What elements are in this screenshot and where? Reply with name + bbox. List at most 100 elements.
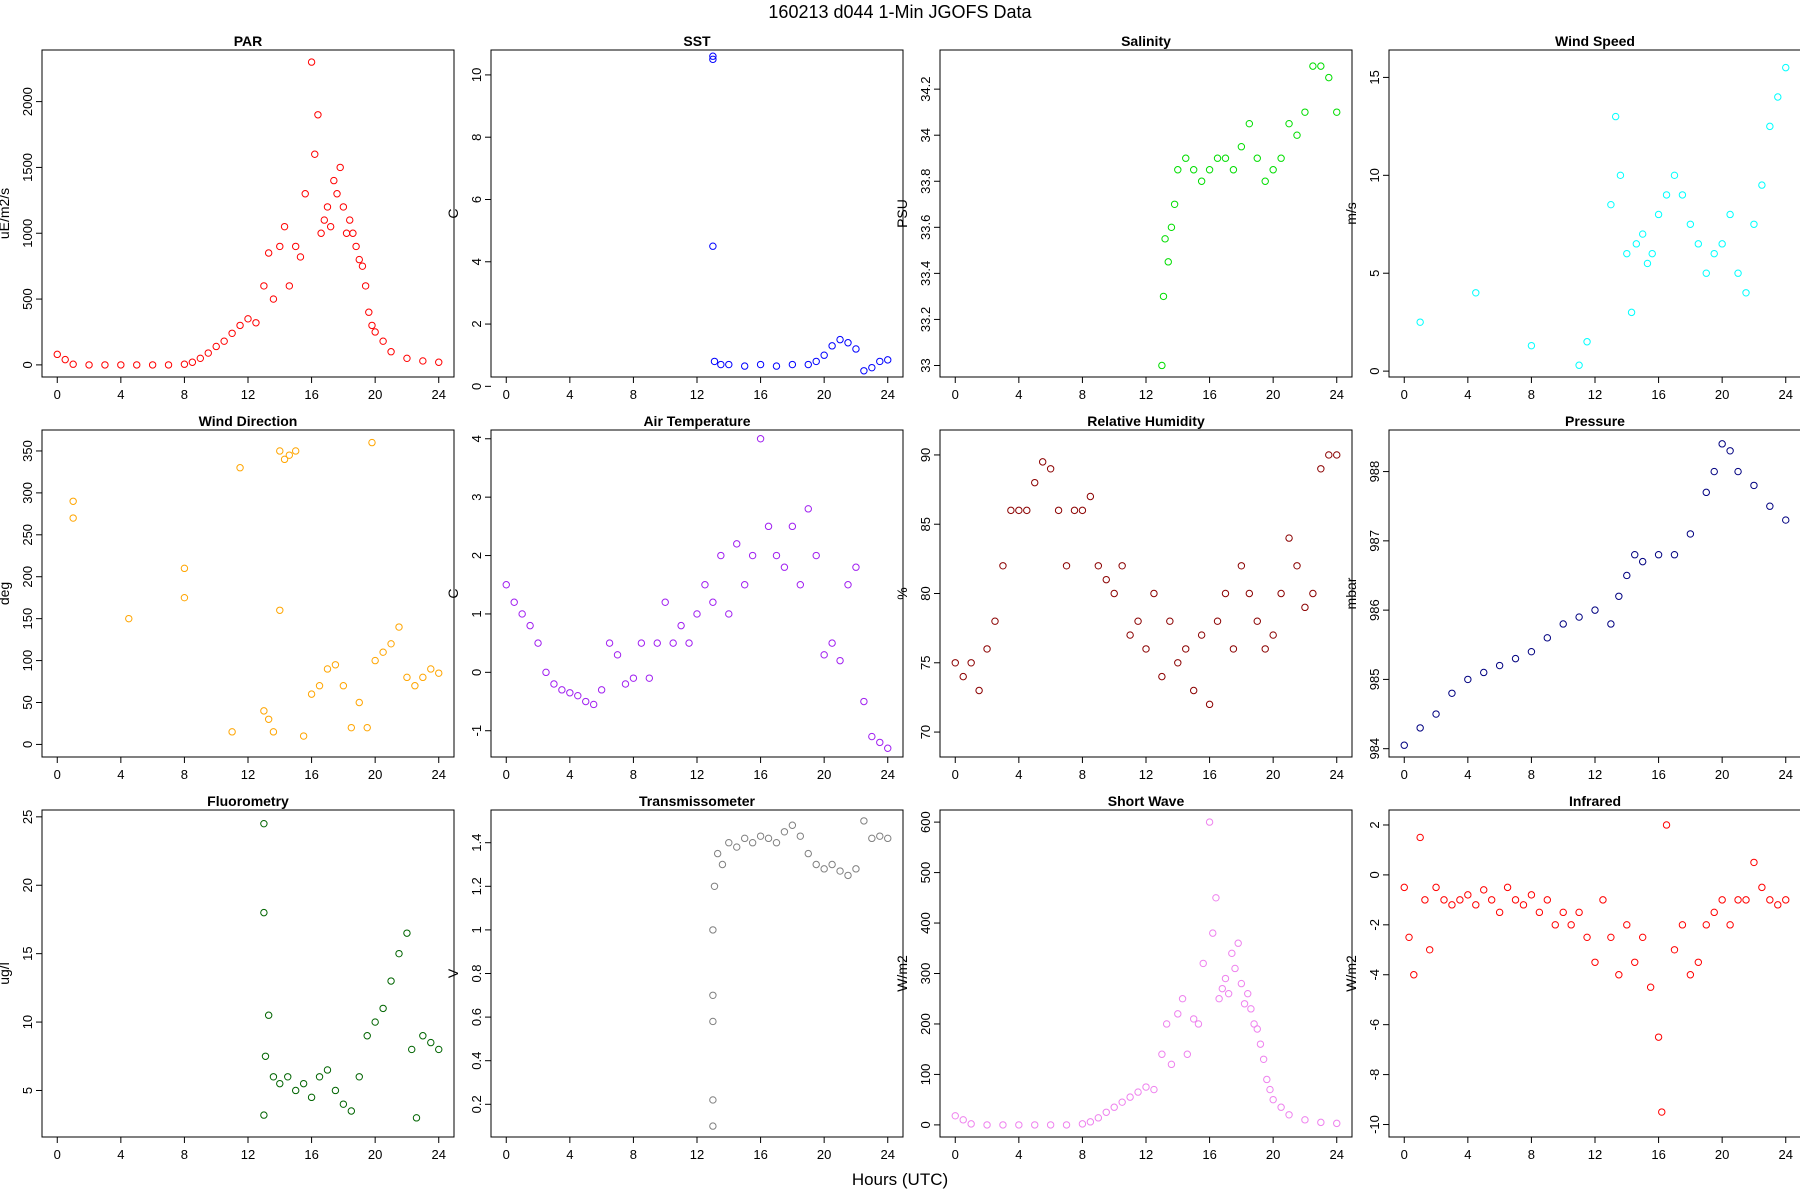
y-tick-label: 10 xyxy=(20,1015,35,1029)
x-tick-label: 0 xyxy=(952,1147,959,1162)
data-point xyxy=(1301,108,1309,116)
x-tick-label: 16 xyxy=(753,387,767,402)
data-point xyxy=(983,645,991,653)
data-point xyxy=(180,593,189,602)
data-point xyxy=(1726,210,1734,219)
data-point xyxy=(1615,971,1623,979)
data-point xyxy=(339,203,348,211)
data-point xyxy=(133,361,141,369)
y-tick-label: 0 xyxy=(1367,871,1382,878)
y-tick-label: 34.2 xyxy=(918,76,933,101)
data-point xyxy=(764,834,773,843)
x-tick-label: 16 xyxy=(1651,767,1665,782)
data-point xyxy=(1710,467,1718,476)
data-point xyxy=(1543,634,1552,642)
data-point xyxy=(740,362,749,370)
x-tick-label: 4 xyxy=(1464,387,1471,402)
y-axis-label: ug/l xyxy=(0,962,12,985)
data-point xyxy=(1110,589,1118,598)
data-point xyxy=(1174,659,1182,667)
data-point xyxy=(1527,341,1536,350)
data-point xyxy=(852,865,860,873)
data-point xyxy=(1400,741,1408,749)
panel-salinity: Salinity 0 4 8 12 16 20 24 33 33.2 33.4 33.6 33.8 34 3… xyxy=(894,33,1353,402)
data-point xyxy=(701,581,709,589)
x-tick-label: 16 xyxy=(1651,1147,1665,1162)
data-point xyxy=(1718,440,1726,448)
y-tick-label: 300 xyxy=(20,482,35,504)
series-air-temperature xyxy=(502,435,892,752)
panel-title: Wind Speed xyxy=(1555,33,1635,49)
data-point xyxy=(1046,465,1055,473)
data-point xyxy=(860,367,868,375)
data-point xyxy=(852,345,860,353)
data-point xyxy=(1174,1010,1182,1018)
data-point xyxy=(264,715,273,723)
data-point xyxy=(709,991,717,999)
data-point xyxy=(1575,613,1583,621)
data-point xyxy=(1464,891,1472,899)
data-point xyxy=(1221,974,1230,983)
y-tick-label: 100 xyxy=(20,650,35,672)
x-tick-label: 0 xyxy=(54,767,61,782)
panel-title: SST xyxy=(683,33,711,49)
data-point xyxy=(975,686,983,695)
panel-pressure: Pressure 0 4 8 12 16 20 24 984 985 986 987 988 mbar xyxy=(1343,413,1800,782)
data-point xyxy=(1615,592,1623,600)
data-point xyxy=(269,295,278,303)
data-point xyxy=(812,357,820,366)
data-point xyxy=(1126,1093,1134,1101)
y-tick-label: -4 xyxy=(1367,969,1382,981)
data-point xyxy=(709,55,717,64)
x-tick-label: 4 xyxy=(566,767,573,782)
plot-frame xyxy=(41,429,455,758)
data-point xyxy=(101,361,109,369)
data-point xyxy=(725,610,733,618)
data-point xyxy=(637,639,646,647)
data-point xyxy=(1266,1085,1274,1094)
data-point xyxy=(349,229,357,237)
data-point xyxy=(1158,361,1166,370)
x-tick-label: 0 xyxy=(54,387,61,402)
data-point xyxy=(284,1073,292,1081)
panel-fluorometry: Fluorometry 0 4 8 12 16 20 24 5 10 15 20 25 ug/l xyxy=(0,793,455,1162)
y-tick-label: 100 xyxy=(918,1064,933,1086)
data-point xyxy=(772,362,781,370)
data-point xyxy=(718,860,727,869)
y-tick-label: 15 xyxy=(1367,70,1382,84)
data-point xyxy=(542,668,550,677)
data-point xyxy=(1480,886,1488,894)
data-point xyxy=(558,686,566,694)
x-tick-label: 20 xyxy=(817,767,831,782)
data-point xyxy=(1213,154,1222,162)
data-point xyxy=(820,651,828,659)
x-tick-label: 16 xyxy=(304,1147,318,1162)
data-point xyxy=(1782,63,1790,72)
x-tick-label: 12 xyxy=(1139,767,1153,782)
data-point xyxy=(1543,896,1552,904)
y-tick-label: 0 xyxy=(1367,368,1382,375)
y-axis-label: % xyxy=(894,587,910,599)
x-tick-label: 12 xyxy=(690,767,704,782)
x-tick-label: 4 xyxy=(566,1147,573,1162)
data-point xyxy=(710,357,719,366)
y-tick-label: 0.6 xyxy=(469,1008,484,1026)
y-tick-label: 50 xyxy=(20,695,35,709)
data-point xyxy=(355,1073,363,1081)
data-point xyxy=(1078,1120,1087,1128)
data-point xyxy=(1511,654,1520,663)
data-point xyxy=(299,1079,308,1088)
page-title: 160213 d044 1-Min JGOFS Data xyxy=(768,2,1032,22)
panel-title: Salinity xyxy=(1121,33,1171,49)
panel-title: Air Temperature xyxy=(643,413,750,429)
y-tick-label: 5 xyxy=(20,1087,35,1094)
y-axis-label: PSU xyxy=(894,199,910,228)
x-tick-label: 4 xyxy=(1464,767,1471,782)
data-point xyxy=(1416,724,1424,732)
y-axis-label: uE/m2/s xyxy=(0,188,12,239)
x-tick-label: 24 xyxy=(1330,387,1344,402)
data-point xyxy=(629,674,638,682)
data-point xyxy=(403,354,411,363)
x-tick-label: 20 xyxy=(1715,767,1729,782)
y-tick-label: 5 xyxy=(1367,270,1382,277)
